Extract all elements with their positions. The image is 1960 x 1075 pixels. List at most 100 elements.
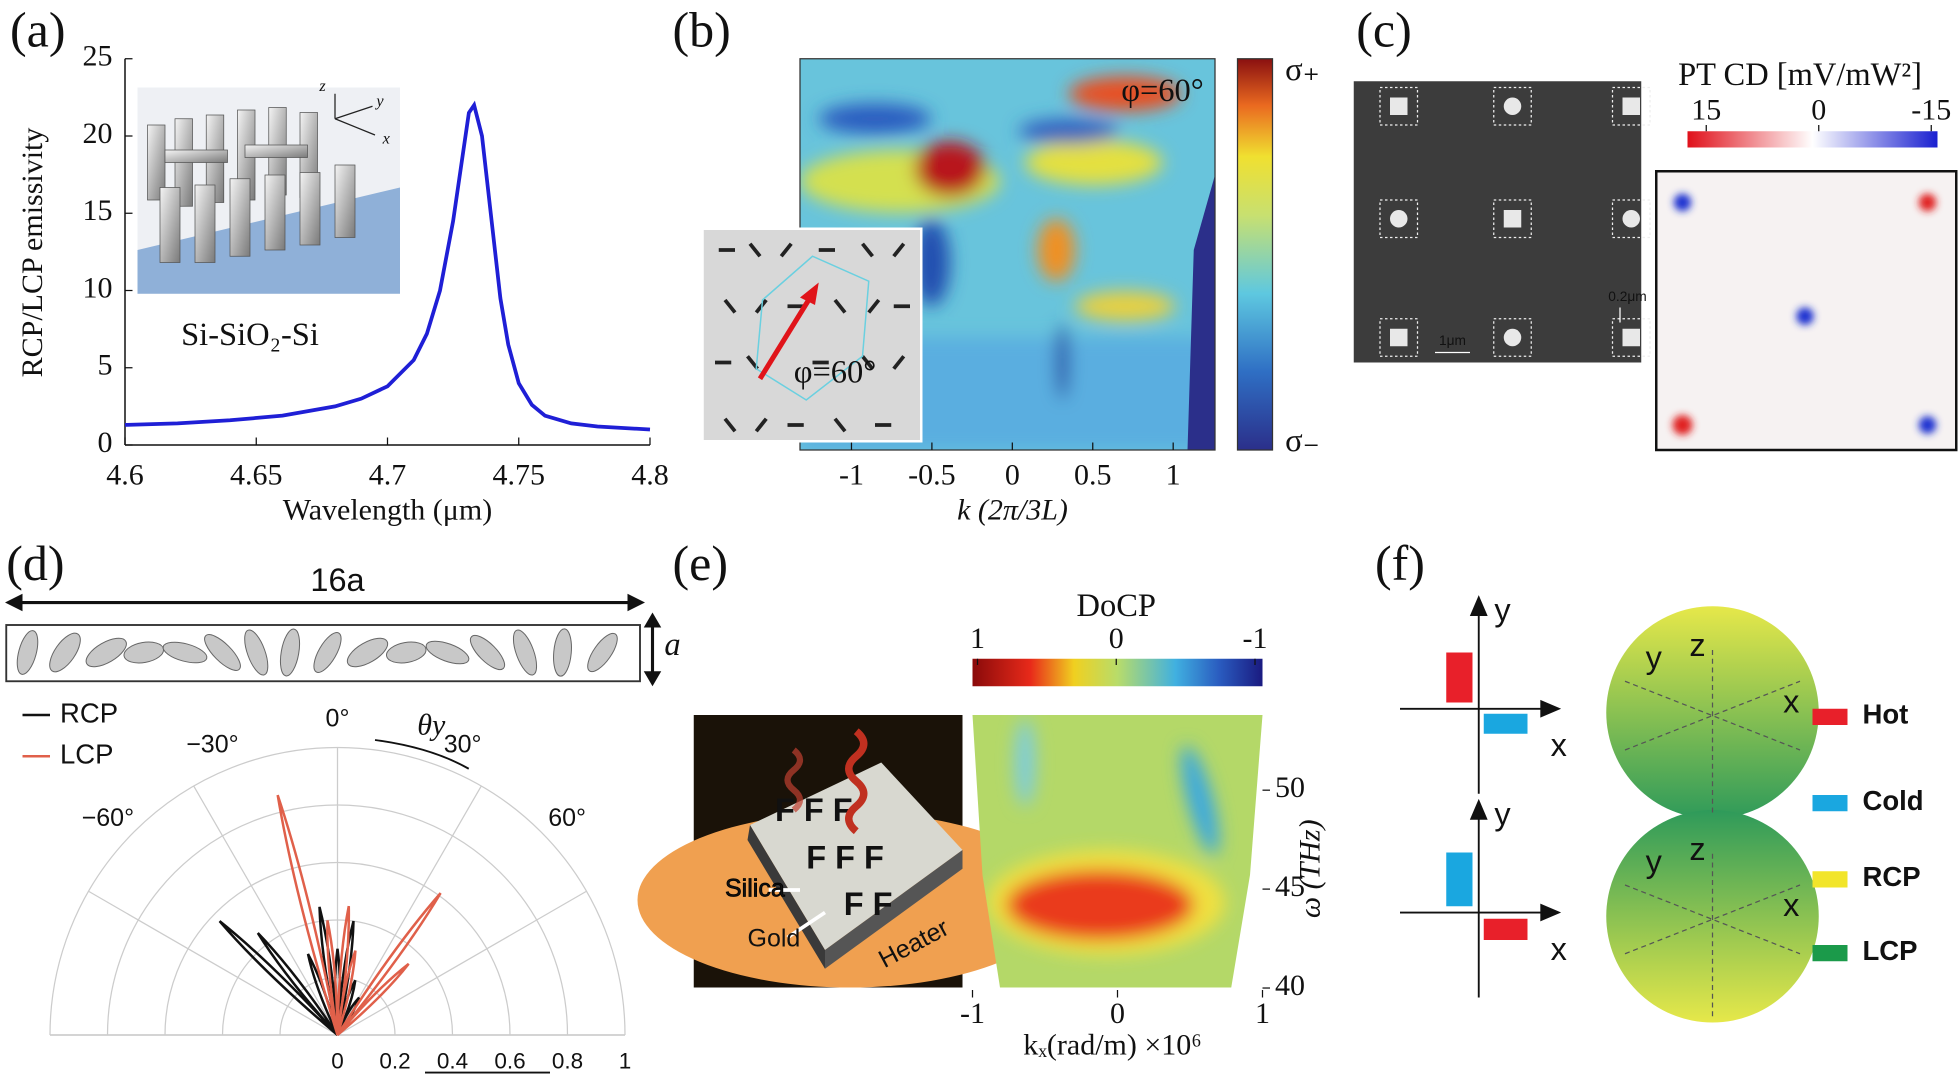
svg-text:F F: F F <box>844 886 893 922</box>
colorbar-tick-label: 0 <box>1109 622 1124 655</box>
x-tick-label: 0.5 <box>1074 458 1112 491</box>
sem-image <box>1353 81 1651 363</box>
r-tick-label: 0.4 <box>437 1048 468 1073</box>
r-tick-label: 0.8 <box>552 1048 583 1073</box>
x-tick-label: 1 <box>1166 458 1181 491</box>
x-tick-label: 0 <box>1110 997 1125 1030</box>
r-tick-label: 0.6 <box>494 1048 525 1073</box>
panel-label: (c) <box>1356 1 1412 57</box>
inset-axis-label: x <box>382 130 391 148</box>
sphere-label: x <box>1783 887 1799 923</box>
legend-label: RCP <box>1863 861 1921 892</box>
inset-lattice <box>701 227 923 443</box>
colorbar-title: DoCP <box>1077 588 1156 624</box>
lobe <box>256 932 339 1036</box>
flux-bar <box>1446 852 1473 907</box>
legend-label: RCP <box>60 697 118 728</box>
y-axis-label: ω (THz) <box>1293 819 1326 918</box>
colorbar-tick-label: -15 <box>1911 93 1951 126</box>
sphere-label: z <box>1689 627 1705 663</box>
legend-swatch <box>1812 795 1848 812</box>
legend-label: Cold <box>1863 785 1924 816</box>
grid-spoke <box>88 890 338 1036</box>
x-axis-label: kₓ(rad/m) ×10⁶ <box>1023 1028 1202 1061</box>
theta-tick-label: 60° <box>548 804 586 832</box>
lobe <box>218 920 339 1036</box>
panel-label: (f) <box>1375 535 1425 591</box>
x-tick-label: -1 <box>960 997 985 1030</box>
legend-label: Hot <box>1863 699 1909 730</box>
x-tick-label: 4.75 <box>493 458 546 491</box>
flux-bar <box>1483 713 1528 734</box>
panel-label: (a) <box>10 1 66 57</box>
x-tick-label: 4.8 <box>631 458 669 491</box>
scale-bar-label: 1μm <box>1439 333 1466 348</box>
colorbar-label: σ₊ <box>1285 52 1320 88</box>
lobe <box>326 920 339 1036</box>
legend-swatch <box>1812 871 1848 888</box>
legend-swatch <box>1812 945 1848 962</box>
lobe <box>276 794 339 1036</box>
r-label: ε <box>475 1073 487 1075</box>
x-axis-label: k (2π/3L) <box>957 493 1068 526</box>
lobe <box>336 962 410 1036</box>
axis-label: x <box>1551 931 1567 967</box>
axis-label: y <box>1494 592 1511 628</box>
annotation: φ=60° <box>794 354 877 390</box>
theta-tick-label: −30° <box>186 731 238 759</box>
legend-swatch <box>1812 708 1848 725</box>
r-tick-label: 0 <box>331 1048 344 1073</box>
image-label: Gold <box>748 925 801 953</box>
inset-axis-label: y <box>374 92 384 110</box>
sphere-label: z <box>1689 831 1705 867</box>
colorbar-tick-label: 0 <box>1811 93 1826 126</box>
line <box>124 100 651 432</box>
x-tick-label: 4.6 <box>106 458 144 491</box>
theta-tick-label: −60° <box>82 804 134 832</box>
y-tick-label: 50 <box>1275 771 1305 804</box>
lobe <box>336 950 357 1036</box>
inset-grating <box>137 87 400 294</box>
axis-label: x <box>1551 727 1567 763</box>
theta-tick-label: 30° <box>444 731 482 759</box>
diagram-f <box>1400 595 1819 1023</box>
theta-arrow <box>374 739 470 770</box>
y-tick-label: 5 <box>98 349 113 382</box>
colorbar-title: PT CD [mV/mW²] <box>1678 57 1922 93</box>
theta-label: θy <box>417 708 446 741</box>
grid-spoke <box>193 785 339 1036</box>
r-tick-label: 0.2 <box>379 1048 410 1073</box>
flux-bar <box>1446 652 1473 703</box>
grid-spoke <box>337 890 587 1036</box>
docp-map <box>972 715 1263 988</box>
axis-label: y <box>1494 796 1511 832</box>
device-image: F F F F F F F F <box>637 715 1063 988</box>
legend-label: LCP <box>1863 935 1918 966</box>
y-tick-label: 45 <box>1275 870 1305 903</box>
x-tick-label: 0 <box>1005 458 1020 491</box>
grid-spoke <box>336 785 482 1036</box>
sphere-label: y <box>1646 843 1663 879</box>
annotation: Si-SiO₂-Si <box>181 317 319 353</box>
dimension-label: a <box>664 627 680 663</box>
scale-bar-label: 0.2μm <box>1608 289 1647 304</box>
dimension-label: 16a <box>310 562 365 598</box>
colorbar-tick-label: -1 <box>1243 622 1268 655</box>
x-tick-label: -0.5 <box>908 458 956 491</box>
y-tick-label: 10 <box>83 271 113 304</box>
sphere-label: y <box>1646 640 1663 676</box>
inset-axis-label: z <box>318 77 326 95</box>
colorbar <box>972 658 1263 687</box>
panel-label: (b) <box>673 1 731 57</box>
theta-tick-label: 0° <box>326 705 350 733</box>
image-label: Silica <box>725 875 785 903</box>
colorbar-label: σ₋ <box>1285 423 1320 459</box>
colorbar-tick-label: 1 <box>970 622 985 655</box>
x-tick-label: 1 <box>1255 997 1270 1030</box>
legend-label: LCP <box>60 739 114 770</box>
colorbar-tick-label: 15 <box>1691 93 1721 126</box>
x-tick-label: 4.7 <box>369 458 407 491</box>
ellipse-chain <box>5 593 662 687</box>
x-tick-label: -1 <box>839 458 864 491</box>
